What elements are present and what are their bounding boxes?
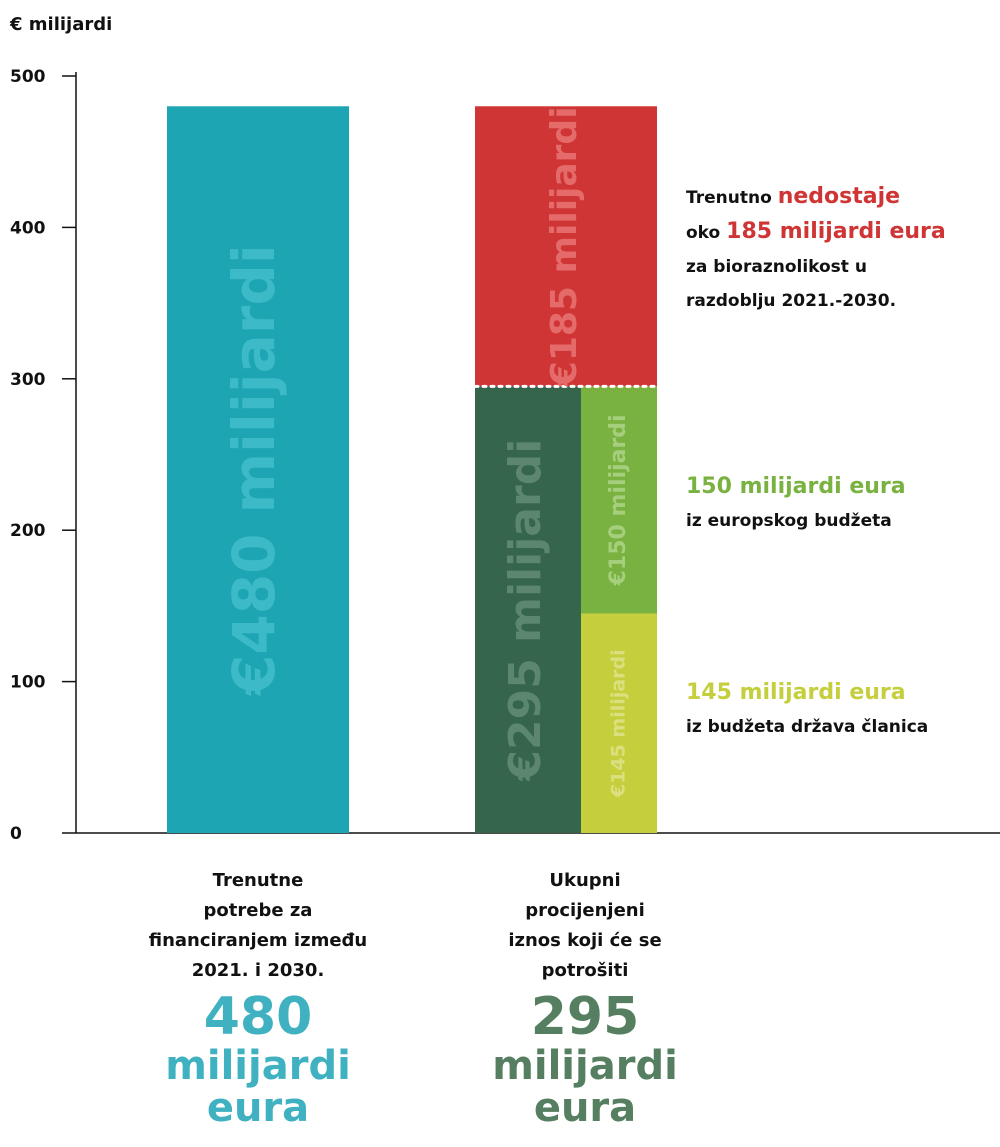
big-total-right: 295 milijardi eura	[440, 990, 730, 1129]
gap-line2-prefix: oko	[686, 223, 727, 243]
ms-text: iz budžeta država članica	[686, 717, 929, 737]
bar-chart: 0 100 200 300 400 500 €480 milijardi €185 milij…	[10, 67, 1000, 844]
eu-annotation: 150 milijardi eura iz europskog budžeta	[686, 470, 906, 538]
gap-highlight-missing: nedostaje	[777, 184, 901, 209]
bar-value-label: €145 milijardi	[608, 649, 630, 798]
gap-line3: za bioraznolikost u	[686, 257, 867, 277]
category-left-line4: 2021. i 2030.	[191, 960, 325, 981]
bar-value-label: €480 milijardi	[220, 244, 288, 697]
gap-prefix: Trenutno	[686, 188, 778, 208]
big-word1-right: milijardi	[492, 1042, 678, 1089]
big-word2-right: eura	[533, 1084, 637, 1131]
category-right-line4: potrošiti	[541, 960, 629, 981]
big-word1-left: milijardi	[165, 1042, 351, 1089]
big-word2-left: eura	[206, 1084, 310, 1131]
eu-highlight: 150 milijardi eura	[686, 474, 906, 499]
big-total-left: 480 milijardi eura	[118, 990, 398, 1129]
category-left-line2: potrebe za	[203, 900, 313, 921]
ms-highlight: 145 milijardi eura	[686, 680, 906, 705]
big-number-right: 295	[530, 987, 640, 1047]
bar-segment-eu-budget	[581, 386, 657, 614]
category-right-line3: iznos koji će se	[508, 930, 662, 951]
category-label-left: Trenutne potrebe za financiranjem između…	[118, 866, 398, 986]
y-axis-unit-label: € milijardi	[10, 14, 113, 35]
bar-segment-gap	[475, 106, 657, 387]
category-left-line1: Trenutne	[212, 870, 304, 891]
ms-annotation: 145 milijardi eura iz budžeta država čla…	[686, 676, 928, 744]
bar-value-label: €295 milijardi	[500, 439, 551, 782]
bar-total-needs	[167, 106, 349, 833]
eu-text: iz europskog budžeta	[686, 511, 892, 531]
category-left-line3: financiranjem između	[148, 930, 368, 951]
bar-value-label: €185 milijardi	[544, 106, 585, 387]
bar-segment-spent	[475, 386, 581, 833]
bar-value-label: €150 milijardi	[606, 414, 631, 586]
gap-annotation: Trenutno nedostaje oko 185 milijardi eur…	[686, 180, 946, 318]
y-tick-label: 100	[10, 673, 46, 693]
gap-line4: razdoblju 2021.-2030.	[686, 291, 897, 311]
big-number-left: 480	[203, 987, 313, 1047]
y-tick-label: 400	[10, 218, 46, 238]
y-tick-label: 500	[10, 67, 46, 87]
category-right-line1: Ukupni	[549, 870, 621, 891]
y-tick-label: 300	[10, 370, 46, 390]
y-tick-label: 0	[10, 824, 22, 844]
category-label-right: Ukupni procijenjeni iznos koji će se pot…	[440, 866, 730, 986]
bar-segment-member-states	[581, 613, 657, 833]
y-tick-label: 200	[10, 521, 46, 541]
category-right-line2: procijenjeni	[525, 900, 645, 921]
gap-highlight-amount: 185 milijardi eura	[726, 219, 946, 244]
